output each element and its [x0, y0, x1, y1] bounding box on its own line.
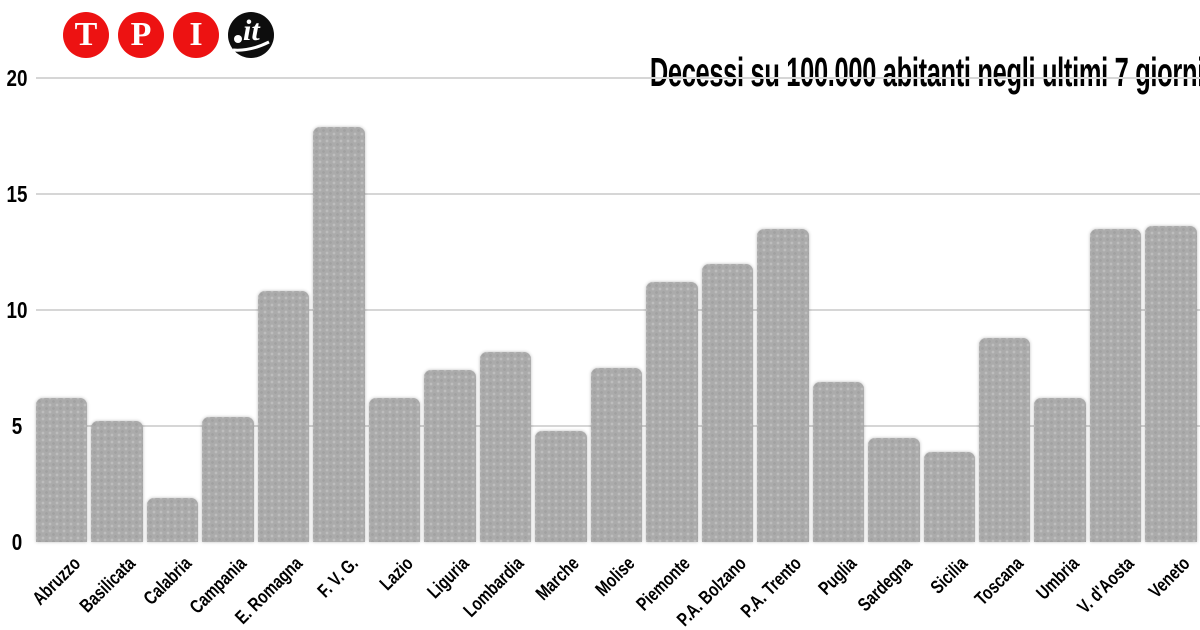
gridline-15 — [36, 193, 1200, 195]
bar-piemonte — [646, 282, 698, 542]
x-axis-label-veneto: Veneto — [1145, 553, 1195, 603]
bar-campania — [202, 416, 254, 542]
x-axis-label-molise: Molise — [592, 553, 640, 601]
plot-area: 0 5 10 15 20 Abruzzo Basilicata Calabria Campan… — [7, 67, 1200, 630]
x-axis-label-marche: Marche — [532, 553, 585, 605]
y-axis-label-0: 0 — [11, 529, 23, 555]
x-axis-label-p-a-trento: P.A. Trento — [737, 553, 807, 623]
bar-f-v-g — [313, 126, 365, 542]
bar-marche — [535, 430, 587, 542]
logo-it-label: it — [243, 14, 260, 47]
x-axis-label-sicilia: Sicilia — [927, 553, 973, 599]
bar-basilicata — [91, 421, 143, 542]
bar-molise — [590, 368, 643, 542]
y-axis-label-15: 15 — [6, 181, 28, 207]
x-axis: Abruzzo Basilicata Calabria Campania E. Roma… — [29, 542, 1197, 630]
bar-umbria — [1034, 398, 1086, 542]
x-axis-label-v-d-aosta: V. d'Aosta — [1074, 553, 1139, 619]
chart-title: Decessi su 100.000 abitanti negli ultimi… — [649, 49, 1200, 96]
x-axis-label-umbria: Umbria — [1032, 553, 1084, 605]
y-axis-label-20: 20 — [6, 65, 28, 91]
x-axis-label-puglia: Puglia — [815, 553, 862, 600]
tpi-logo-circle-p: P — [118, 12, 164, 58]
x-axis-label-basilicata: Basilicata — [76, 553, 141, 618]
x-axis-label-sardegna: Sardegna — [854, 553, 918, 616]
bar-lombardia — [479, 351, 532, 542]
gridline-20 — [36, 77, 1200, 79]
bar-sicilia — [923, 451, 975, 542]
bar-p-a-bolzano — [701, 263, 754, 542]
x-axis-label-f-v-g: F. V. G. — [313, 553, 363, 603]
bar-lazio — [368, 398, 421, 542]
x-axis-label-lombardia: Lombardia — [460, 553, 529, 622]
y-axis-label-10: 10 — [6, 297, 28, 323]
logo-swoosh-icon — [232, 40, 270, 52]
tpi-logo-circle-i: I — [173, 12, 219, 58]
bar-sardegna — [868, 437, 920, 542]
bar-abruzzo — [36, 398, 88, 542]
y-axis: 0 5 10 15 20 — [0, 67, 34, 554]
tpi-logo-circle-t: T — [63, 12, 109, 58]
bar-p-a-trento — [757, 228, 809, 542]
bars-layer — [36, 78, 1197, 542]
tpi-logo-it-circle: it — [228, 12, 274, 58]
x-axis-label-liguria: Liguria — [423, 553, 474, 604]
bar-liguria — [424, 370, 476, 542]
y-axis-label-5: 5 — [11, 413, 23, 439]
x-axis-label-lazio: Lazio — [376, 553, 418, 595]
bar-veneto — [1145, 226, 1197, 542]
bar-toscana — [978, 337, 1031, 542]
x-axis-label-toscana: Toscana — [971, 553, 1028, 610]
bar-e-romagna — [257, 291, 310, 542]
bar-calabria — [146, 497, 199, 542]
logo-dot-icon — [234, 35, 242, 43]
gridline-10 — [36, 309, 1200, 311]
bar-v-d-aosta — [1089, 228, 1142, 542]
bar-puglia — [812, 381, 865, 542]
